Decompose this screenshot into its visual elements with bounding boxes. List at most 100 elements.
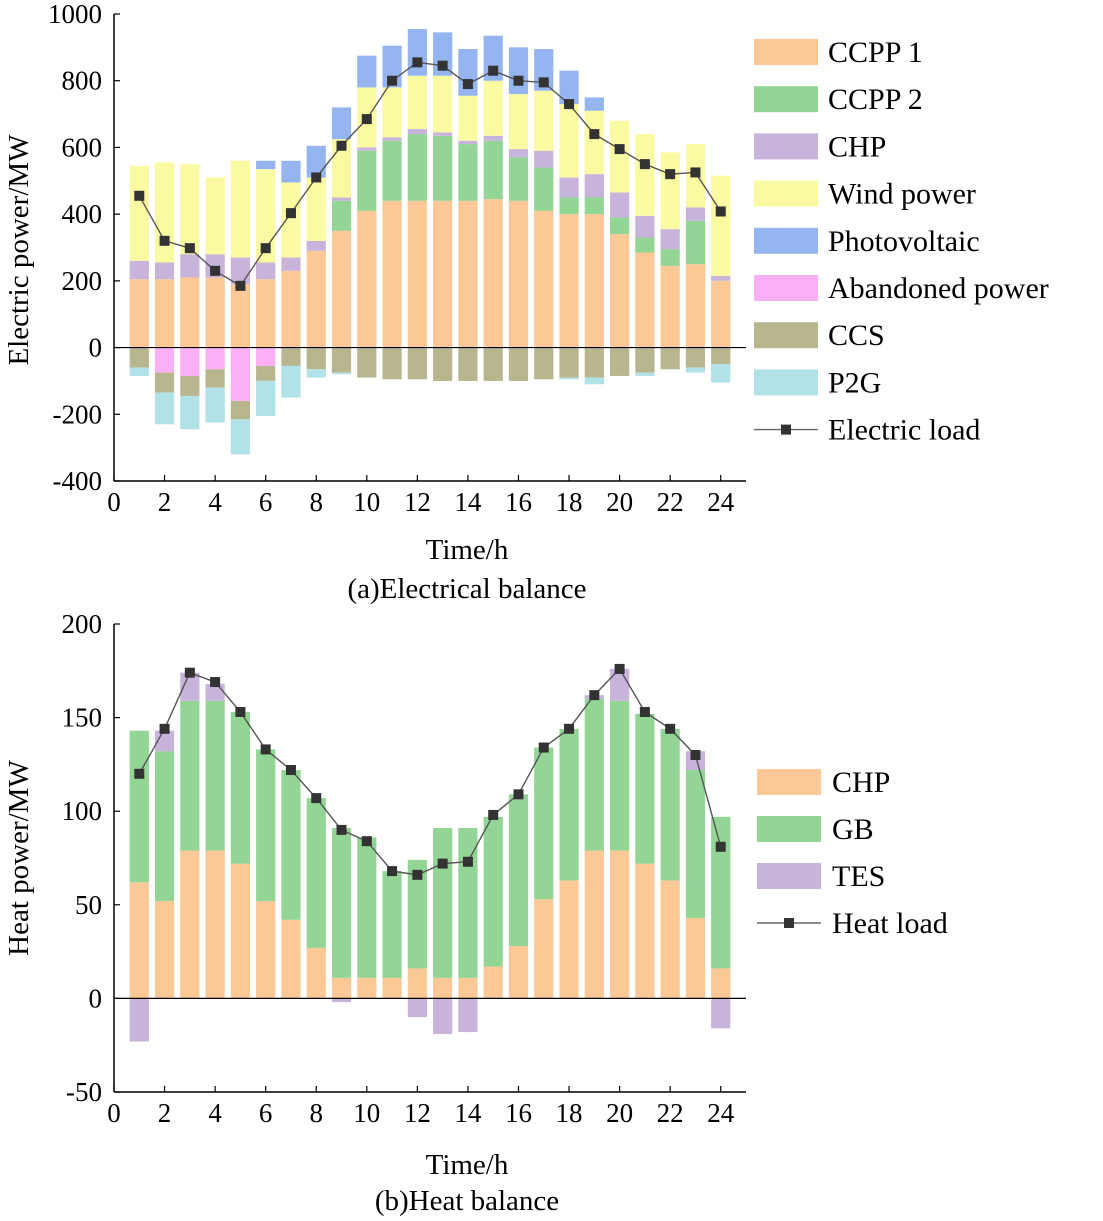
x-tick-label: 8 — [309, 1098, 323, 1128]
bar-ccpp-1-h20 — [609, 234, 630, 348]
bar-photovoltaic-h7 — [281, 160, 301, 183]
bar-ccpp-2-h9 — [331, 200, 352, 231]
bar-photovoltaic-h19 — [584, 97, 604, 111]
x-tick-label: 20 — [606, 1098, 633, 1128]
legend-item-tes: TES — [757, 860, 885, 893]
bar-ccs-h22 — [660, 347, 680, 370]
bar-wind-power-h5 — [230, 160, 251, 258]
bar-photovoltaic-h9 — [331, 107, 352, 140]
load-marker-h19 — [589, 690, 600, 701]
bar-chp-h9 — [331, 977, 352, 999]
bar-ccs-h7 — [281, 347, 301, 366]
legend-label: Wind power — [828, 178, 976, 211]
load-marker-h22 — [665, 169, 676, 180]
bar-tes-h13 — [433, 998, 453, 1034]
bar-wind-power-h6 — [256, 169, 276, 263]
bar-chp-h6 — [256, 262, 276, 280]
bar-ccs-h6 — [256, 365, 276, 381]
y-tick-label: -200 — [53, 399, 103, 429]
bar-ccs-h20 — [609, 347, 630, 376]
heat-bars — [129, 668, 731, 1042]
x-tick-label: 22 — [657, 487, 684, 517]
bar-gb-h22 — [660, 728, 680, 881]
legend-label: CHP — [832, 766, 890, 799]
legend-item-ccpp-1: CCPP 1 — [754, 36, 923, 69]
bar-ccpp-2-h23 — [685, 220, 706, 265]
bar-chp-h1 — [129, 260, 149, 280]
bar-chp-h15 — [483, 966, 503, 999]
bar-chp-h15 — [483, 135, 503, 141]
bar-ccpp-1-h8 — [306, 250, 326, 348]
heat-load-line — [138, 667, 722, 876]
x-tick-label: 12 — [404, 487, 431, 517]
legend-marker — [784, 918, 794, 928]
bar-ccpp-1-h3 — [180, 277, 200, 348]
bar-wind-power-h21 — [635, 134, 655, 216]
bar-gb-h10 — [357, 837, 377, 978]
y-tick-label: 1000 — [48, 0, 102, 29]
bar-p2g-h21 — [635, 372, 655, 376]
legend-swatch — [754, 133, 818, 160]
bar-chp-h7 — [281, 919, 301, 999]
bar-ccpp-1-h23 — [685, 264, 706, 348]
heat-x-axis-title: Time/h — [426, 1149, 509, 1181]
legend-label: Heat load — [832, 907, 948, 940]
bar-ccs-h10 — [357, 347, 377, 378]
bar-ccpp-2-h14 — [458, 144, 478, 201]
load-marker-h5 — [235, 280, 246, 291]
y-tick-label: -50 — [66, 1077, 102, 1107]
bar-ccpp-1-h22 — [660, 265, 680, 348]
legend-label: Abandoned power — [828, 272, 1049, 305]
bar-chp-h20 — [609, 192, 630, 218]
bar-gb-h8 — [306, 798, 326, 948]
electric-ticks: 0 2 4 6 8 10 12 14 16 18 20 22 24-400-20002004006008… — [48, 0, 735, 517]
load-marker-h4 — [210, 677, 221, 688]
y-tick-label: 200 — [62, 609, 103, 639]
bar-wind-power-h8 — [306, 177, 326, 241]
bar-gb-h23 — [685, 770, 706, 918]
load-marker-h23 — [690, 750, 701, 761]
bar-p2g-h3 — [180, 395, 200, 430]
x-tick-label: 16 — [505, 487, 532, 517]
electric-y-axis-title: Electric power/MW — [3, 134, 35, 366]
y-tick-label: 400 — [62, 199, 103, 229]
bar-wind-power-h18 — [559, 104, 579, 178]
bar-wind-power-h4 — [205, 177, 225, 255]
bar-gb-h7 — [281, 770, 301, 920]
bar-chp-h21 — [635, 863, 655, 999]
bar-wind-power-h19 — [584, 110, 604, 175]
bar-photovoltaic-h8 — [306, 145, 326, 178]
legend-item-ccs: CCS — [754, 319, 885, 352]
x-tick-label: 24 — [707, 487, 735, 517]
load-marker-h15 — [488, 809, 499, 820]
legend-item-p2g: P2G — [754, 366, 881, 399]
legend-swatch — [754, 227, 818, 254]
bar-abandoned-power-h2 — [154, 347, 175, 373]
bar-tes-h2 — [154, 730, 175, 752]
bar-chp-h1 — [129, 882, 149, 999]
bar-wind-power-h3 — [180, 164, 200, 255]
bar-chp-h2 — [154, 901, 175, 999]
bar-p2g-h5 — [230, 419, 251, 455]
bar-chp-h5 — [230, 863, 251, 999]
bar-p2g-h2 — [154, 392, 175, 425]
bar-wind-power-h12 — [407, 75, 427, 130]
bar-ccs-h14 — [458, 347, 478, 381]
bar-chp-h18 — [559, 880, 579, 999]
bar-abandoned-power-h4 — [205, 347, 225, 370]
x-tick-label: 10 — [353, 1098, 380, 1128]
legend-item-chp: CHP — [757, 766, 890, 799]
bar-chp-h8 — [306, 947, 326, 999]
bar-ccpp-1-h6 — [256, 279, 276, 348]
bar-ccs-h9 — [331, 347, 352, 373]
x-tick-label: 6 — [259, 487, 273, 517]
bar-chp-h13 — [433, 132, 453, 136]
load-marker-h19 — [589, 129, 600, 140]
bar-gb-h3 — [180, 700, 200, 851]
load-marker-h9 — [336, 140, 347, 151]
bar-tes-h12 — [407, 998, 427, 1018]
bar-wind-power-h13 — [433, 75, 453, 133]
x-tick-label: 2 — [158, 487, 172, 517]
